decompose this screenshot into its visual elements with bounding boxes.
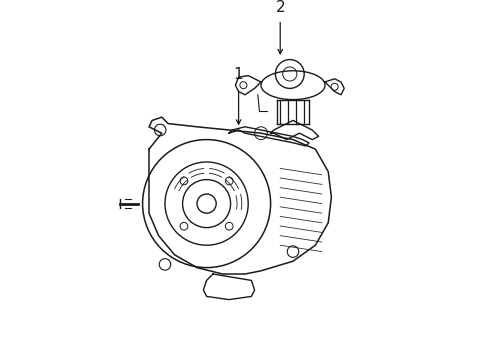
Text: 1: 1 (234, 67, 244, 82)
Text: 2: 2 (275, 0, 285, 15)
